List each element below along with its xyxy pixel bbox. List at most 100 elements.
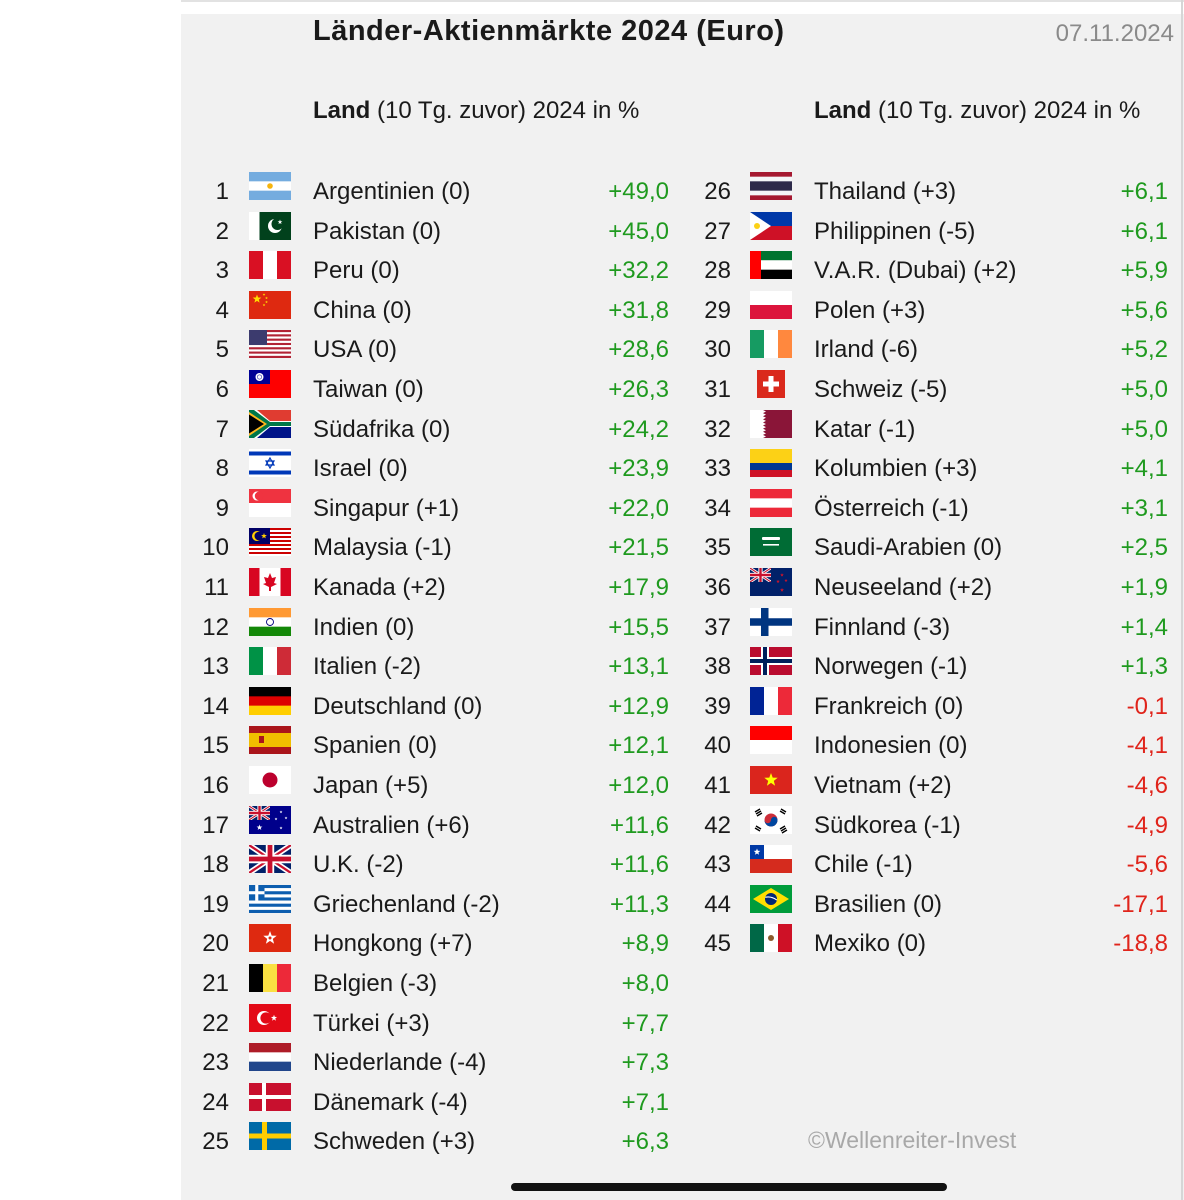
flag-singapore-icon [249,488,291,517]
flag-spain-icon [249,726,291,755]
rank-number: 5 [215,336,229,364]
performance-value: -18,8 [1113,930,1168,958]
performance-value: +6,1 [1120,217,1168,245]
country-label: Finnland (-3) [814,613,951,641]
table-row: 18 U.K. (-2) +11,6 [0,845,1184,885]
country-label: Thailand (+3) [814,178,957,205]
performance-value: +7,7 [621,1009,669,1037]
flag-belgium-icon [249,964,291,992]
rank-number: 19 [202,890,229,918]
performance-value: +32,2 [608,257,669,285]
rank-number: 42 [704,811,731,839]
top-divider [181,0,1184,2]
table-row: 14 Deutschland (0) +12,9 [0,686,1184,727]
country-label: Österreich (-1) [814,494,969,522]
rank-number: 23 [202,1049,229,1077]
table-row: 30 Irland (-6) +5,2 [0,330,1184,370]
performance-value: -0,1 [1126,692,1168,720]
performance-value: +5,0 [1120,376,1168,403]
flag-netherlands-icon [249,1043,291,1072]
rank-number: 41 [704,772,731,799]
country-label: Italien (-2) [313,653,422,681]
country-label: Malaysia (-1) [313,534,452,562]
table-row: 37 Finnland (-3) +1,4 [0,607,1184,648]
table-row: 21 Belgien (-3) +8,0 [0,964,1184,1004]
flag-south-africa-icon [249,409,291,438]
table-row: 24 Dänemark (-4) +7,1 [0,1082,1184,1123]
country-label: China (0) [313,296,412,324]
flag-israel-icon [249,449,291,478]
rank-number: 22 [202,1009,229,1037]
country-label: Frankreich (0) [814,692,964,720]
rank-number: 4 [215,296,229,324]
rank-number: 32 [704,415,731,443]
country-label: Südkorea (-1) [814,811,961,839]
chart-title: Länder-Aktienmärkte 2024 (Euro) [313,15,785,47]
country-label: Brasilien (0) [814,890,943,918]
flag-taiwan-icon [249,370,291,398]
country-label: Spanien (0) [313,732,438,760]
flag-brazil-icon [750,884,792,913]
country-label: Vietnam (+2) [814,772,952,799]
country-label: Polen (+3) [814,296,926,324]
rank-number: 36 [704,574,731,601]
rank-number: 15 [202,732,229,760]
header-rest-right: (10 Tg. zuvor) 2024 in % [871,97,1141,124]
performance-value: +5,6 [1120,296,1168,324]
flag-south-korea-icon [750,805,792,834]
table-row: 35 Saudi-Arabien (0) +2,5 [0,528,1184,568]
flag-australia-icon [249,805,291,834]
flag-sweden-icon [249,1122,291,1151]
column-header-right: Land (10 Tg. zuvor) 2024 in % [814,97,1140,125]
performance-value: +11,6 [610,851,669,879]
country-label: Saudi-Arabien (0) [814,534,1003,562]
flag-austria-icon [750,488,792,517]
rank-number: 8 [215,455,229,483]
table-row: 8 Israel (0) +23,9 [0,449,1184,489]
flag-new-zealand-icon [750,568,792,596]
column-header-left: Land (10 Tg. zuvor) 2024 in % [313,97,639,125]
performance-value: +12,9 [608,692,669,720]
table-row: 17 Australien (+6) +11,6 [0,805,1184,846]
performance-value: +21,5 [608,534,669,562]
flag-switzerland-icon [750,370,792,398]
table-row: 9 Singapur (+1) +22,0 [0,488,1184,529]
country-label: Australien (+6) [313,811,470,839]
flag-argentina-icon [249,172,291,200]
rank-number: 25 [202,1128,229,1156]
performance-value: +7,1 [621,1088,669,1116]
country-label: Schweiz (-5) [814,376,948,403]
rank-number: 35 [704,534,731,562]
performance-value: +8,0 [621,970,669,997]
performance-value: +12,0 [608,772,669,799]
rank-number: 44 [704,890,731,918]
performance-value: +5,9 [1120,257,1168,285]
rank-number: 40 [704,732,731,760]
table-row: 23 Niederlande (-4) +7,3 [0,1043,1184,1083]
table-row: 3 Peru (0) +32,2 [0,251,1184,291]
table-panel [181,14,1184,1200]
rank-number: 6 [215,376,229,403]
country-label: U.K. (-2) [313,851,404,879]
rank-number: 10 [202,534,229,562]
country-label: Singapur (+1) [313,494,460,522]
flag-china-icon [249,290,291,319]
table-row: 15 Spanien (0) +12,1 [0,726,1184,766]
performance-value: +2,5 [1120,534,1168,562]
country-label: USA (0) [313,336,398,364]
flag-qatar-icon [750,409,792,438]
performance-value: +12,1 [608,732,669,760]
country-label: Mexiko (0) [814,930,927,958]
flag-philippines-icon [750,211,792,240]
performance-value: -4,1 [1126,732,1168,760]
performance-value: +17,9 [608,574,669,601]
table-row: 42 Südkorea (-1) -4,9 [0,805,1184,846]
rank-number: 17 [202,811,229,839]
flag-italy-icon [249,647,291,676]
country-label: Pakistan (0) [313,217,442,245]
performance-value: +7,3 [621,1049,669,1077]
table-row: 28 V.A.R. (Dubai) (+2) +5,9 [0,251,1184,291]
table-row: 11 Kanada (+2) +17,9 [0,568,1184,608]
header-rest-left: (10 Tg. zuvor) 2024 in % [370,97,640,124]
performance-value: -5,6 [1126,851,1168,879]
